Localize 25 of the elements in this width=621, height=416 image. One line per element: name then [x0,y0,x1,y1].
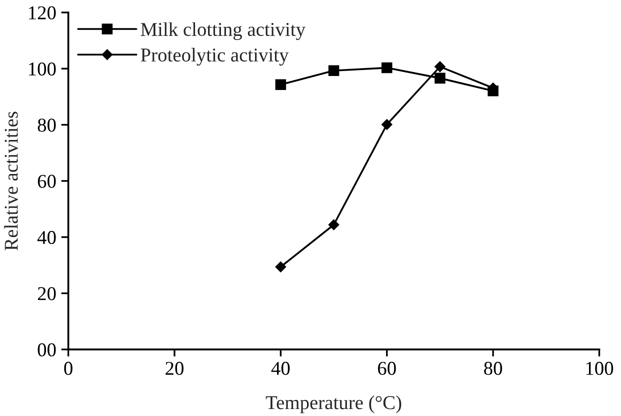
x-tick-label: 60 [378,362,396,375]
y-tick-label: 100 [29,62,56,76]
y-tick-label: 00 [38,343,56,356]
point [275,79,286,90]
y-axis-title: Relative activities [4,112,18,250]
x-tick-label: 40 [271,362,290,375]
legend-label: Milk clotting activity [140,22,306,40]
point [328,219,340,230]
point [381,119,392,130]
legend-label: Proteolytic activity [140,48,289,66]
point [434,72,446,84]
y-tick-label: 80 [38,118,56,132]
y-tick-label: 120 [29,6,56,20]
x-tick-label: 100 [586,362,614,375]
point [275,261,286,272]
x-axis-title: Temperature (°C) [266,396,402,414]
x-tick-label: 0 [64,362,72,375]
y-tick-label: 40 [37,230,56,244]
x-tick-label: 20 [166,362,184,375]
x-tick-label: 80 [484,362,502,375]
y-tick-label: 60 [38,174,56,188]
point [382,62,392,74]
y-tick-label: 20 [38,287,56,300]
point [434,61,446,72]
point [328,65,340,76]
